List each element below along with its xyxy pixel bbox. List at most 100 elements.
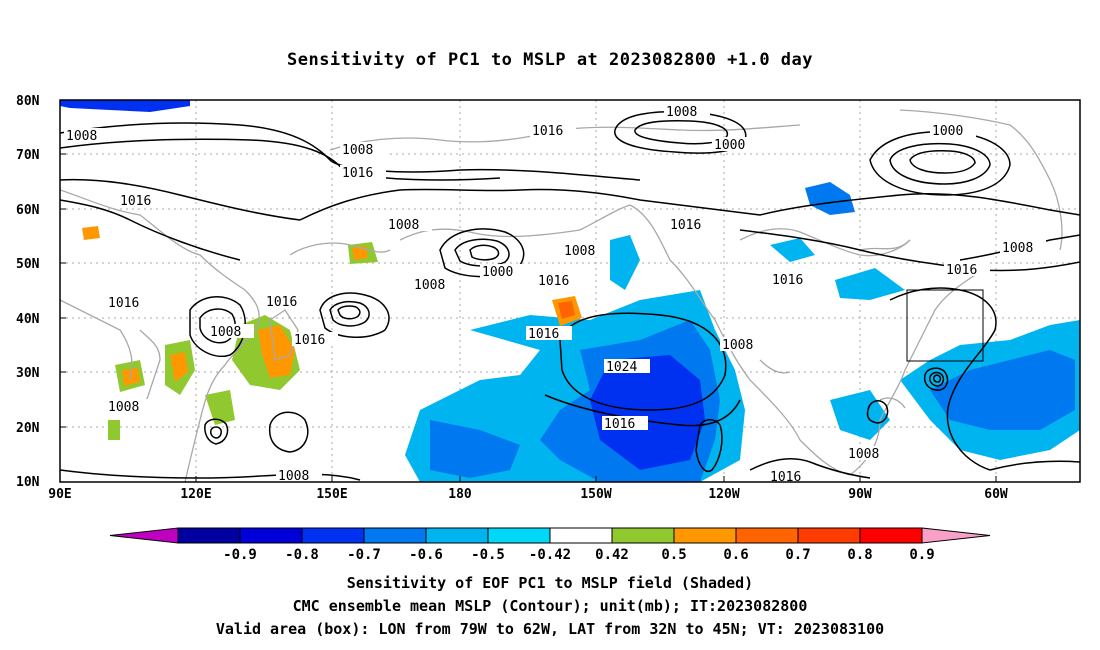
pos-region-pacific-inner — [558, 301, 575, 319]
lat-label: 50N — [16, 257, 40, 272]
neg-region-pacific-west — [430, 420, 520, 478]
colorbar-swatch — [487, 527, 551, 544]
pos-region-india — [108, 420, 120, 440]
colorbar-tick-label: -0.8 — [285, 547, 319, 563]
colorbar-swatch — [797, 527, 861, 544]
contour-label: 1016 — [670, 218, 701, 233]
contour-label: 1000 — [932, 124, 963, 139]
colorbar-tick-label: -0.7 — [347, 547, 381, 563]
colorbar-tick-label: 0.6 — [723, 547, 748, 563]
lat-label: 40N — [16, 312, 40, 327]
contour-label: 1008 — [278, 469, 309, 484]
lon-label: 120W — [708, 487, 739, 502]
lat-label: 60N — [16, 203, 40, 218]
contour-labels: 1008 1000 1008 1016 1008 1016 1000 1008 … — [64, 104, 1046, 485]
axis-ticks — [60, 153, 997, 482]
colorbar-swatch — [549, 527, 613, 544]
contour-label: 1016 — [294, 333, 325, 348]
contour-label: 1016 — [266, 295, 297, 310]
colorbar-swatch — [425, 527, 489, 544]
contour-label: 1016 — [342, 166, 373, 181]
negative-sensitivity-shading — [60, 100, 1080, 482]
lon-label: 150W — [580, 487, 611, 502]
contour-label: 1000 — [482, 265, 513, 280]
lat-label: 10N — [16, 475, 40, 490]
positive-sensitivity-shading — [82, 226, 582, 440]
colorbar-tick-label: -0.9 — [223, 547, 257, 563]
pos-region-kamchatka-core — [352, 246, 368, 260]
contour-label: 1008 — [388, 218, 419, 233]
neg-region-arctic — [60, 100, 190, 112]
contour-label: 1016 — [120, 194, 151, 209]
lon-label: 120E — [180, 487, 211, 502]
neg-region-pacific-deep — [590, 355, 705, 470]
contour-label: 1008 — [722, 338, 753, 353]
contour-label: 1016 — [532, 124, 563, 139]
colorbar-swatch — [611, 527, 675, 544]
colorbar-tick-label: -0.6 — [409, 547, 443, 563]
lat-label: 80N — [16, 94, 40, 109]
colorbar-max-arrow — [921, 527, 991, 544]
lon-label: 90W — [848, 487, 872, 502]
contour-label: 1008 — [1002, 241, 1033, 256]
colorbar-tick-label: 0.7 — [785, 547, 810, 563]
lat-label: 20N — [16, 421, 40, 436]
colorbar-tick-label: 0.9 — [909, 547, 934, 563]
lat-label: 70N — [16, 148, 40, 163]
colorbar-tick-label: 0.5 — [661, 547, 686, 563]
contour-label: 1008 — [666, 105, 697, 120]
contour-label: 1016 — [946, 263, 977, 278]
plot-frame — [59, 99, 1081, 483]
colorbar: -0.9 -0.8 -0.7 -0.6 -0.5 -0.42 0.42 0.5 0.6 0.7 0.… — [109, 527, 991, 563]
neg-region-canada — [805, 182, 855, 215]
contour-label: 1000 — [714, 138, 745, 153]
contour-label: 1008 — [108, 400, 139, 415]
lon-label: 180 — [448, 487, 472, 502]
colorbar-swatch — [301, 527, 365, 544]
contour-label: 1016 — [772, 273, 803, 288]
colorbar-swatch — [673, 527, 737, 544]
lat-label: 30N — [16, 366, 40, 381]
colorbar-tick-label: 0.42 — [595, 547, 629, 563]
caption-line-2: CMC ensemble mean MSLP (Contour); unit(m… — [292, 597, 808, 615]
contour-label: 1008 — [210, 325, 241, 340]
colorbar-swatch — [177, 527, 241, 544]
longitude-labels: 90E 120E 150E 180 150W 120W 90W 60W — [48, 487, 1008, 502]
contour-label: 1016 — [604, 417, 635, 432]
contour-label: 1008 — [414, 278, 445, 293]
neg-region-canada-2 — [770, 238, 815, 262]
neg-region-atlantic-core — [930, 350, 1075, 430]
lon-label: 90E — [48, 487, 71, 502]
pos-region-philippines — [205, 390, 235, 425]
latitude-labels: 80N 70N 60N 50N 40N 30N 20N 10N — [16, 94, 40, 490]
pos-region-china-core — [170, 352, 188, 382]
contour-label: 1008 — [66, 129, 97, 144]
colorbar-tick-label: 0.8 — [847, 547, 872, 563]
neg-region-canada-3 — [835, 268, 905, 300]
contour-label: 1008 — [342, 143, 373, 158]
colorbar-swatch — [239, 527, 303, 544]
caption-line-1: Sensitivity of EOF PC1 to MSLP field (Sh… — [346, 574, 754, 592]
colorbar-swatch — [859, 527, 923, 544]
pos-region-siberia — [82, 226, 100, 240]
colorbar-swatch — [363, 527, 427, 544]
contour-label: 1016 — [108, 296, 139, 311]
lon-label: 150E — [316, 487, 347, 502]
contour-label: 1016 — [538, 274, 569, 289]
contour-label: 1024 — [606, 360, 637, 375]
contour-label: 1008 — [848, 447, 879, 462]
mslp-contours — [60, 110, 1080, 481]
colorbar-tick-label: -0.42 — [529, 547, 571, 563]
colorbar-tick-label: -0.5 — [471, 547, 505, 563]
pos-region-japan-core — [258, 325, 295, 378]
colorbar-swatch — [735, 527, 799, 544]
valid-area-box — [906, 289, 984, 362]
contour-label: 1008 — [564, 244, 595, 259]
neg-region-bc — [610, 235, 640, 290]
lon-label: 60W — [984, 487, 1008, 502]
neg-region-caribbean — [830, 390, 890, 440]
chart-title: Sensitivity of PC1 to MSLP at 2023082800… — [286, 50, 813, 70]
contour-label: 1016 — [528, 327, 559, 342]
colorbar-min-arrow — [109, 527, 179, 544]
